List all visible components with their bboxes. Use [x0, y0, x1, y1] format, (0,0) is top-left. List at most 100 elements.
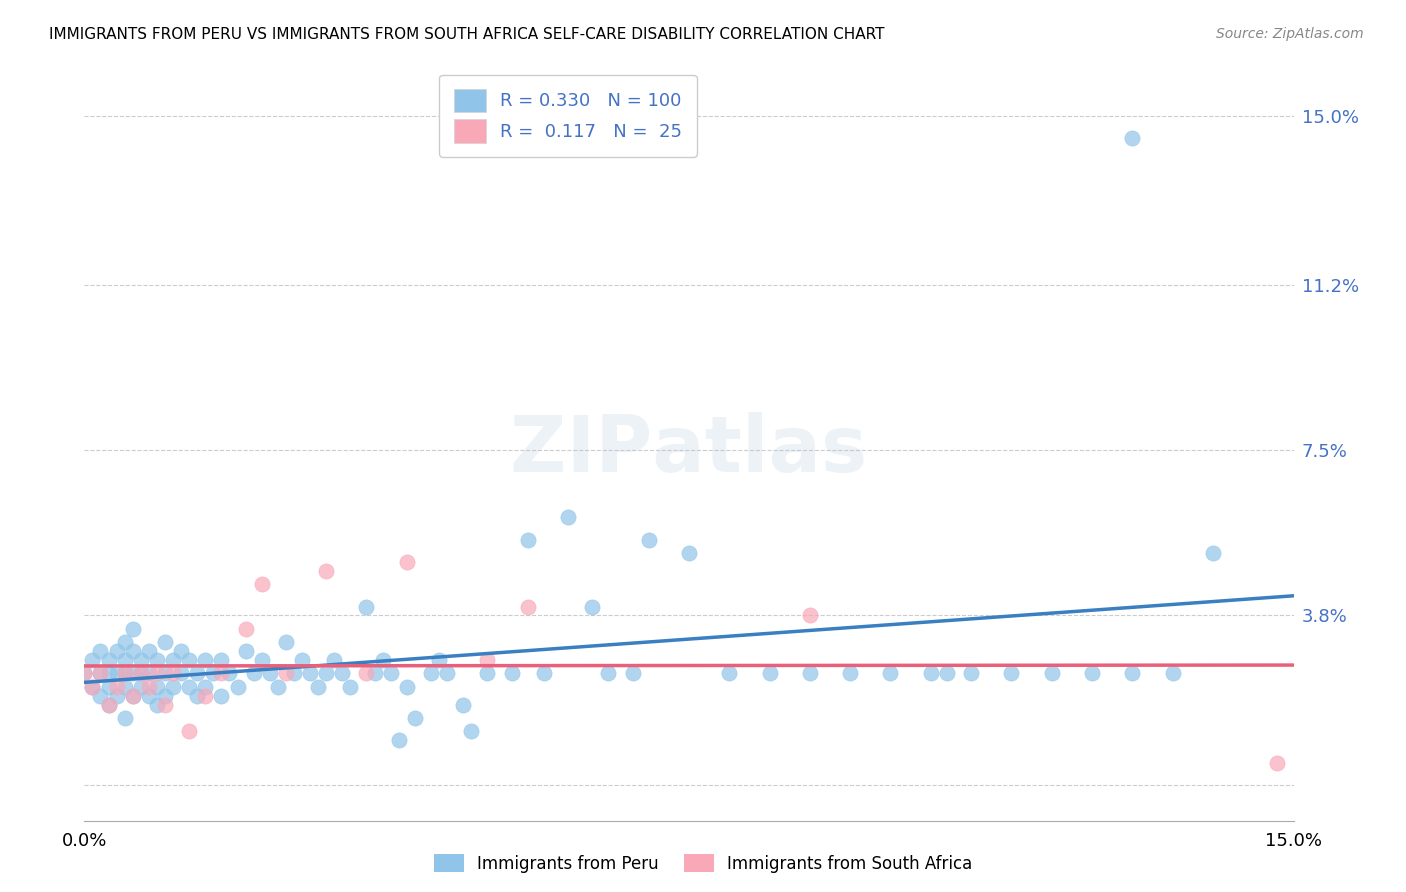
Point [82, 680, 104, 694]
Point [97, 653, 120, 667]
Point [105, 644, 128, 658]
Point [274, 666, 297, 681]
Point [129, 666, 152, 681]
Point [186, 666, 208, 681]
Point [330, 666, 353, 681]
Point [209, 653, 232, 667]
Point [557, 510, 579, 524]
Point [129, 680, 152, 694]
Point [226, 680, 249, 694]
Point [718, 666, 741, 681]
Point [307, 680, 329, 694]
Point [1121, 666, 1143, 681]
Point [339, 680, 361, 694]
Point [501, 666, 523, 681]
Point [170, 644, 193, 658]
Point [363, 666, 385, 681]
Point [799, 608, 821, 623]
Point [114, 666, 136, 681]
Point [218, 666, 240, 681]
Point [162, 666, 184, 681]
Point [1040, 666, 1063, 681]
Point [242, 666, 264, 681]
Point [121, 689, 143, 703]
Point [420, 666, 443, 681]
Point [516, 533, 538, 547]
Point [146, 698, 169, 712]
Point [371, 653, 394, 667]
Point [460, 724, 482, 739]
Point [235, 644, 257, 658]
Point [146, 653, 169, 667]
Point [162, 653, 184, 667]
Point [395, 555, 418, 569]
Point [209, 666, 232, 681]
Point [194, 689, 217, 703]
Point [121, 666, 143, 681]
Point [162, 680, 184, 694]
Point [121, 689, 143, 703]
Point [153, 698, 176, 712]
Point [920, 666, 942, 681]
Point [129, 653, 152, 667]
Point [380, 666, 402, 681]
Point [1202, 546, 1225, 560]
Point [194, 653, 217, 667]
Point [598, 666, 620, 681]
Point [323, 653, 346, 667]
Point [121, 644, 143, 658]
Point [250, 577, 273, 591]
Point [477, 666, 499, 681]
Point [97, 698, 120, 712]
Point [105, 666, 128, 681]
Point [395, 680, 418, 694]
Point [146, 666, 169, 681]
Point [839, 666, 862, 681]
Point [1000, 666, 1022, 681]
Text: ZIP​atlas: ZIP​atlas [510, 412, 868, 489]
Point [388, 733, 411, 747]
Point [82, 680, 104, 694]
Point [935, 666, 957, 681]
Point [89, 689, 111, 703]
Point [209, 689, 232, 703]
Point [283, 666, 305, 681]
Point [621, 666, 644, 681]
Point [138, 689, 160, 703]
Point [259, 666, 281, 681]
Point [291, 653, 314, 667]
Point [250, 653, 273, 667]
Point [179, 653, 201, 667]
Point [299, 666, 322, 681]
Legend: R = 0.330   N = 100, R =  0.117   N =  25: R = 0.330 N = 100, R = 0.117 N = 25 [439, 75, 697, 157]
Point [637, 533, 659, 547]
Point [194, 680, 217, 694]
Point [129, 666, 152, 681]
Point [170, 666, 193, 681]
Point [89, 666, 111, 681]
Point [267, 680, 290, 694]
Point [153, 689, 176, 703]
Point [114, 653, 136, 667]
Point [97, 680, 120, 694]
Point [114, 711, 136, 725]
Point [89, 666, 111, 681]
Point [315, 666, 337, 681]
Point [274, 635, 297, 649]
Point [73, 666, 96, 681]
Point [121, 622, 143, 636]
Point [105, 689, 128, 703]
Point [799, 666, 821, 681]
Point [114, 680, 136, 694]
Point [960, 666, 983, 681]
Point [1267, 756, 1289, 770]
Text: Source: ZipAtlas.com: Source: ZipAtlas.com [1216, 27, 1364, 41]
Point [404, 711, 426, 725]
Point [153, 635, 176, 649]
Point [678, 546, 700, 560]
Point [451, 698, 474, 712]
Text: IMMIGRANTS FROM PERU VS IMMIGRANTS FROM SOUTH AFRICA SELF-CARE DISABILITY CORREL: IMMIGRANTS FROM PERU VS IMMIGRANTS FROM … [49, 27, 884, 42]
Legend: Immigrants from Peru, Immigrants from South Africa: Immigrants from Peru, Immigrants from So… [427, 847, 979, 880]
Point [153, 666, 176, 681]
Point [186, 689, 208, 703]
